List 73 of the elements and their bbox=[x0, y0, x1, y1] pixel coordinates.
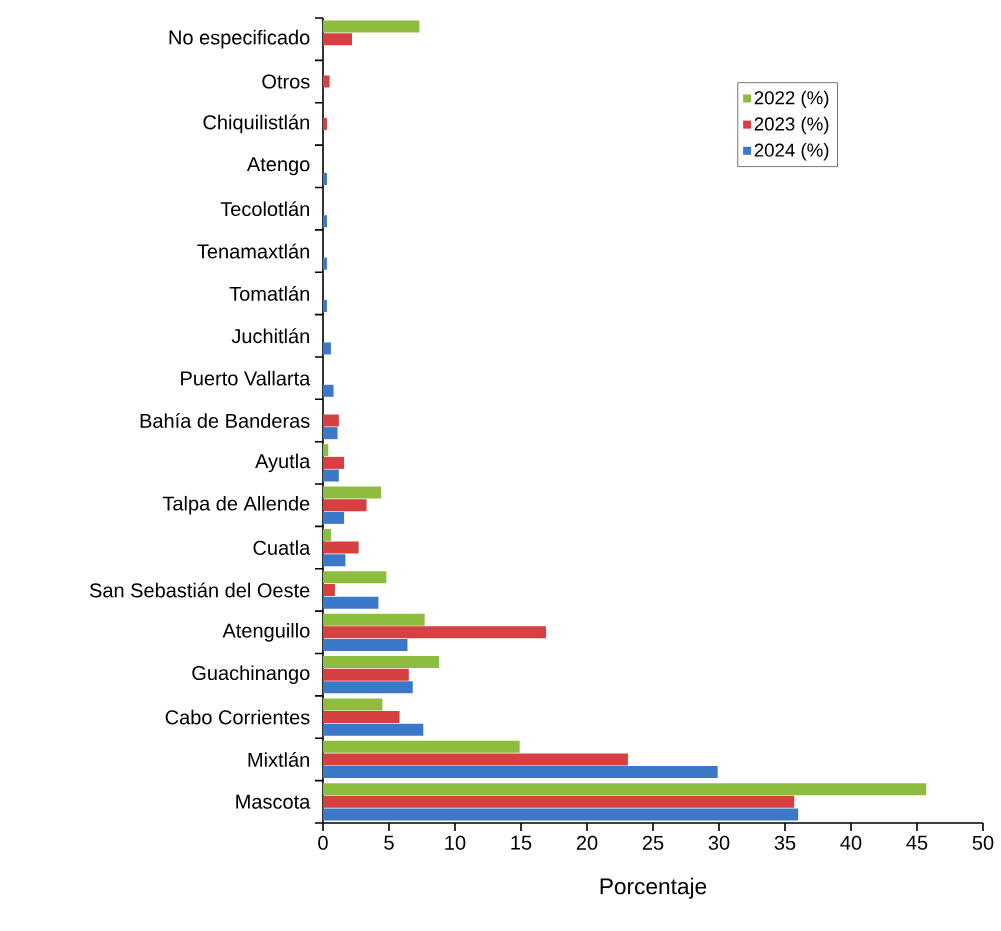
x-tick-label: 40 bbox=[840, 835, 862, 850]
x-tick-label: 30 bbox=[708, 835, 730, 850]
bar bbox=[323, 469, 339, 482]
bar bbox=[323, 808, 799, 821]
bar bbox=[323, 571, 387, 584]
x-tick-label: 20 bbox=[576, 835, 598, 850]
bar bbox=[323, 639, 408, 652]
y-tick-label: San Sebastián del Oeste bbox=[89, 582, 310, 598]
x-axis-title: Porcentaje bbox=[600, 877, 707, 899]
bar bbox=[323, 596, 379, 609]
bar bbox=[323, 384, 334, 397]
y-tick-label: Guachinango bbox=[192, 665, 310, 685]
bar bbox=[323, 499, 367, 512]
bar bbox=[323, 215, 327, 228]
bar bbox=[323, 766, 718, 779]
bar bbox=[323, 427, 338, 440]
bar bbox=[323, 33, 353, 46]
y-tick-label: Mascota bbox=[236, 794, 311, 809]
bar bbox=[323, 20, 420, 33]
bar bbox=[323, 711, 400, 724]
bar bbox=[323, 795, 795, 808]
bar bbox=[323, 626, 547, 639]
x-tick-label: 15 bbox=[511, 835, 532, 850]
x-tick-label: 25 bbox=[642, 835, 664, 850]
legend-label: 2023 (%) bbox=[754, 116, 829, 135]
y-tick-label: Otros bbox=[262, 74, 310, 89]
bar bbox=[323, 740, 520, 753]
bar bbox=[323, 698, 383, 711]
y-tick-label: No especificado bbox=[169, 29, 310, 49]
bar bbox=[323, 656, 440, 669]
bar bbox=[323, 613, 425, 626]
y-tick-label: Mixtlán bbox=[248, 751, 309, 767]
bar bbox=[323, 541, 359, 554]
legend-label: 2024 (%) bbox=[754, 143, 829, 161]
y-tick-label: Juchitlán bbox=[231, 328, 309, 344]
y-tick-label: Bahía de Banderas bbox=[140, 413, 310, 428]
bar bbox=[323, 783, 927, 796]
bar bbox=[323, 528, 331, 541]
bar bbox=[323, 342, 331, 355]
y-tick-label: Tomatlán bbox=[229, 285, 310, 301]
bar bbox=[323, 486, 382, 499]
bar bbox=[323, 257, 327, 270]
x-tick-label: 35 bbox=[774, 835, 796, 850]
y-tick-label: Cuatla bbox=[253, 540, 311, 555]
x-tick-label: 5 bbox=[384, 835, 394, 850]
bar bbox=[323, 456, 345, 469]
bar bbox=[323, 75, 330, 88]
x-tick-label: 10 bbox=[445, 835, 466, 850]
y-tick-label: Tenamaxtlán bbox=[197, 243, 309, 259]
bar bbox=[323, 511, 345, 524]
y-tick-label: Atenguillo bbox=[222, 623, 310, 642]
bar bbox=[323, 414, 339, 427]
bar bbox=[323, 554, 346, 567]
y-tick-label: Talpa de Allende bbox=[162, 495, 310, 515]
bar bbox=[323, 753, 628, 766]
y-tick-label: Chiquilistlán bbox=[203, 114, 309, 134]
y-tick-label: Ayutla bbox=[255, 453, 311, 473]
bar bbox=[323, 681, 413, 694]
bar bbox=[323, 444, 329, 457]
x-tick-label: 45 bbox=[906, 835, 928, 850]
y-tick-label: Cabo Corrientes bbox=[165, 709, 310, 725]
y-tick-label: Atengo bbox=[246, 157, 310, 176]
bar bbox=[323, 723, 424, 736]
x-tick-label: 50 bbox=[972, 835, 994, 850]
bar bbox=[323, 668, 409, 681]
bar bbox=[323, 583, 335, 596]
bar bbox=[323, 172, 327, 185]
y-tick-label: Tecolotlán bbox=[220, 201, 309, 217]
y-tick-label: Puerto Vallarta bbox=[181, 370, 311, 386]
x-tick-label: 0 bbox=[318, 835, 328, 850]
bar bbox=[323, 117, 327, 130]
legend-label: 2022 (%) bbox=[754, 90, 829, 109]
bar bbox=[323, 300, 327, 313]
